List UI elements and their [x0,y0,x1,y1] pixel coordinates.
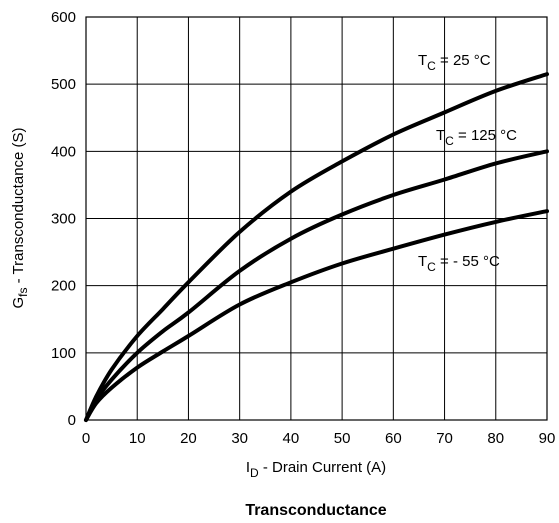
y-tick-label: 600 [51,9,76,26]
grid-lines [85,16,548,421]
series-label-25c: TC = 25 °C [418,52,491,73]
y-tick-label: 400 [51,143,76,160]
series-line-2 [84,209,549,422]
y-tick-label: 300 [51,211,76,228]
y-tick-labels: 0 100 200 300 400 500 600 [51,9,76,429]
x-tick-label: 30 [231,430,248,447]
series-curves [84,72,549,422]
x-tick-label: 60 [385,430,402,447]
x-tick-label: 50 [334,430,351,447]
series-label-minus55c: TC = - 55 °C [418,253,500,274]
x-tick-label: 80 [487,430,504,447]
y-tick-label: 200 [51,278,76,295]
x-tick-label: 20 [180,430,197,447]
y-tick-label: 100 [51,345,76,362]
x-tick-labels: 0 10 20 30 40 50 60 70 80 90 [82,430,556,447]
x-tick-label: 10 [129,430,146,447]
series-label-125c: TC = 125 °C [436,127,517,148]
y-tick-label: 0 [68,412,76,429]
y-tick-label: 500 [51,76,76,93]
x-tick-label: 90 [539,430,556,447]
series-line-1 [84,149,549,422]
plot-frame [85,16,548,421]
x-tick-label: 70 [436,430,453,447]
series-line-0 [84,72,549,422]
chart-title: Transconductance [245,502,386,519]
x-axis-title: ID - Drain Current (A) [246,459,386,480]
x-tick-label: 40 [283,430,300,447]
y-axis-title: Gfs - Transconductance (S) [10,127,30,308]
x-tick-label: 0 [82,430,90,447]
